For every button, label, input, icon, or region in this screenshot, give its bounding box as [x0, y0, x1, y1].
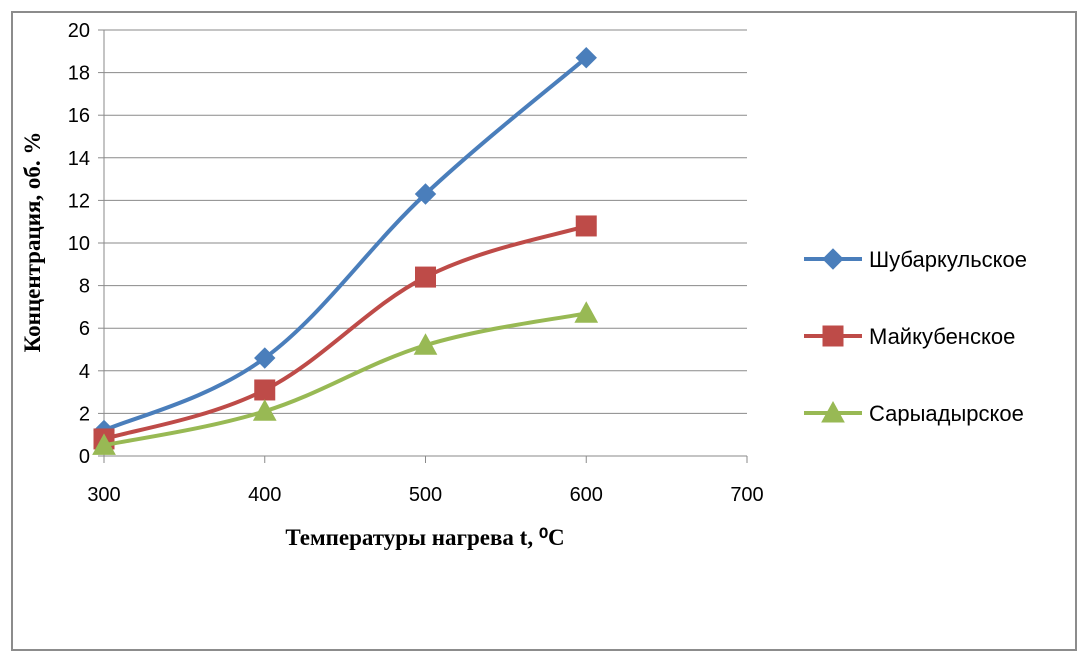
series-line: [102, 55, 589, 433]
data-point: [254, 379, 276, 401]
y-tick-label: 6: [79, 318, 90, 340]
axes: [98, 29, 748, 463]
y-tick-label: 10: [68, 233, 90, 255]
y-tick-label: 2: [79, 403, 90, 425]
series-line: [102, 311, 589, 448]
x-tick-label: 500: [409, 484, 442, 506]
data-point: [414, 183, 437, 205]
legend-item: Сарыадырское: [804, 400, 1024, 426]
x-axis-title: Температуры нагрева t, ⁰С: [285, 525, 564, 550]
legend-item: Майкубенское: [804, 324, 1015, 349]
series-2: [93, 215, 597, 450]
y-tick-labels: 0 2 4 6 8 10 12 14 16 18 20: [68, 20, 90, 468]
x-tick-labels: 300 400 500 600 700: [87, 484, 763, 506]
x-tick-label: 400: [248, 484, 281, 506]
y-tick-label: 16: [68, 105, 90, 127]
legend-marker: [822, 325, 844, 347]
data-point: [574, 301, 599, 323]
legend-label: Шубаркульское: [869, 247, 1027, 272]
data-point: [413, 333, 438, 355]
x-tick-label: 300: [87, 484, 120, 506]
series-line: [102, 223, 589, 441]
grid-lines: [104, 29, 747, 414]
legend-label: Сарыадырское: [869, 401, 1024, 426]
series-3: [92, 301, 599, 455]
legend-marker: [822, 248, 844, 270]
legend-item: Шубаркульское: [804, 247, 1027, 272]
y-tick-label: 4: [79, 361, 90, 383]
y-tick-label: 8: [79, 276, 90, 298]
y-tick-label: 14: [68, 148, 90, 170]
data-point: [252, 399, 277, 421]
data-point: [254, 347, 276, 369]
x-tick-label: 600: [570, 484, 603, 506]
data-point: [415, 266, 436, 288]
legend: Шубаркульское Майкубенское Сарыадырское: [804, 247, 1027, 426]
y-tick-label: 18: [68, 63, 90, 85]
y-axis-title: Концентрация, об. %: [20, 132, 45, 353]
data-point: [92, 433, 116, 455]
y-tick-label: 0: [79, 446, 90, 468]
data-point: [575, 215, 597, 237]
y-tick-label: 12: [68, 190, 90, 212]
y-tick-label: 20: [68, 20, 90, 42]
x-tick-label: 700: [730, 484, 763, 506]
legend-marker: [821, 400, 845, 423]
series-group: [92, 46, 599, 455]
legend-label: Майкубенское: [869, 324, 1015, 349]
chart-frame: [11, 11, 1077, 651]
data-point: [575, 46, 597, 69]
